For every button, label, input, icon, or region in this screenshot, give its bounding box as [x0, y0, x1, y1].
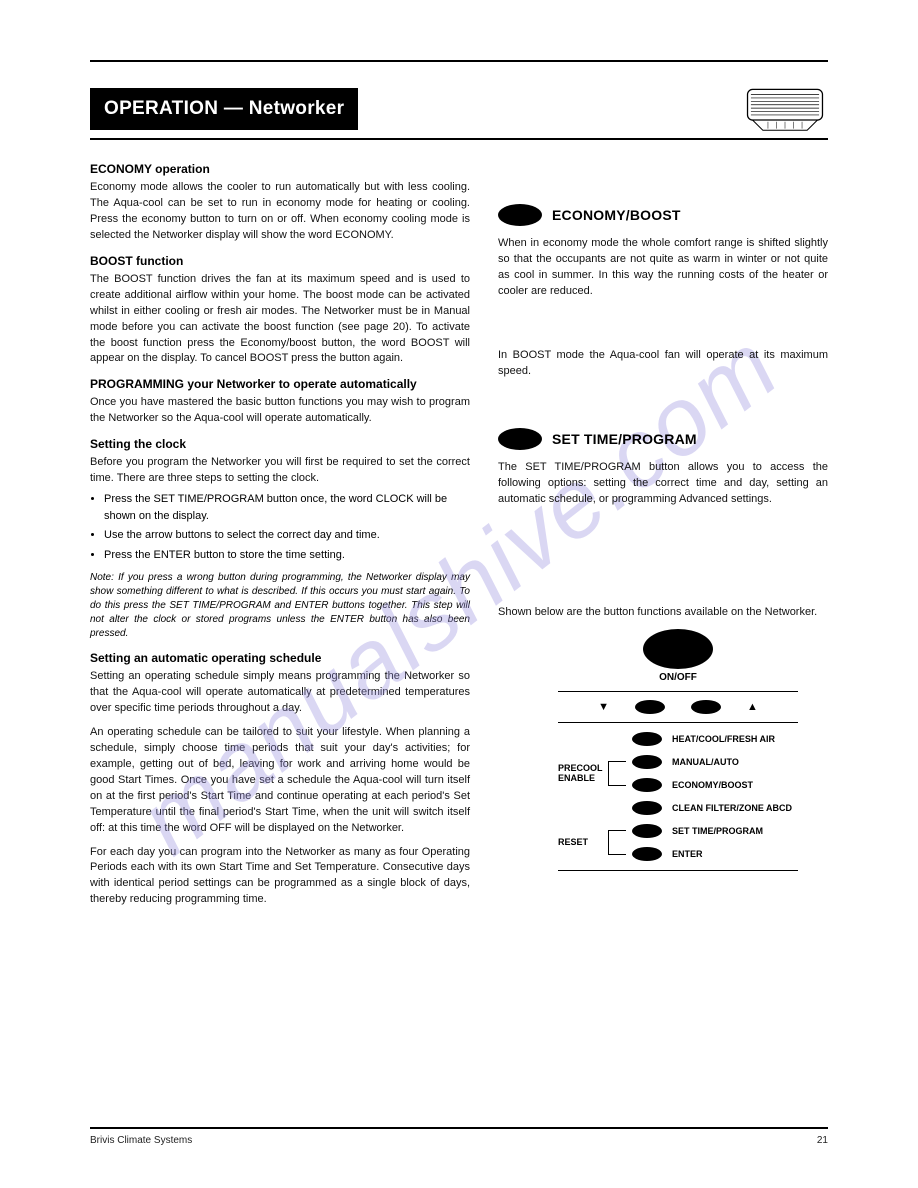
clock-step: Press the ENTER button to store the time… [104, 547, 470, 564]
settime-panel-button-icon [632, 824, 662, 838]
enter-label: ENTER [672, 849, 703, 859]
cooler-unit-icon [742, 86, 828, 132]
reset-bracket: RESET SET TIME/PROGRAM ENTER [558, 824, 798, 861]
settime-button-icon [498, 428, 542, 450]
para-sched-1: Setting an operating schedule simply mea… [90, 669, 470, 717]
para-boost: The BOOST function drives the fan at its… [90, 272, 470, 368]
panel-rule [558, 722, 798, 723]
bracket-line-icon [608, 830, 626, 855]
para-program: Once you have mastered the basic button … [90, 395, 470, 427]
heading-economy: ECONOMY operation [90, 162, 470, 176]
footer-brand: Brivis Climate Systems [90, 1135, 192, 1146]
page-number: 21 [817, 1135, 828, 1146]
economy-panel-label: ECONOMY/BOOST [672, 780, 753, 790]
note-clock: Note: If you press a wrong button during… [90, 571, 470, 641]
heading-boost: BOOST function [90, 254, 470, 268]
arrow-row: ▼ ▲ [558, 700, 798, 714]
para-economy: Economy mode allows the cooler to run au… [90, 180, 470, 244]
manual-label: MANUAL/AUTO [672, 757, 739, 767]
economy-boost-label: ECONOMY/BOOST [552, 207, 681, 223]
networker-panel-diagram: ON/OFF ▼ ▲ HEAT/COOL/FRESH AIR PRECOOL E… [558, 629, 798, 871]
right-column: ECONOMY/BOOST When in economy mode the w… [498, 152, 828, 916]
left-column: ECONOMY operation Economy mode allows th… [90, 152, 470, 916]
page: manualshive.com OPERATION — Networker [0, 0, 918, 1188]
section-title: OPERATION — Networker [90, 88, 358, 130]
rule-under-title [90, 138, 828, 140]
panel-row-enter: ENTER [558, 847, 798, 861]
reset-label: RESET [558, 838, 614, 848]
heat-label: HEAT/COOL/FRESH AIR [672, 734, 775, 744]
heading-clock: Setting the clock [90, 437, 470, 451]
footer-row: Brivis Climate Systems 21 [90, 1135, 828, 1146]
para-clock-intro: Before you program the Networker you wil… [90, 455, 470, 487]
content-columns: ECONOMY operation Economy mode allows th… [90, 152, 828, 916]
heading-schedule: Setting an automatic operating schedule [90, 651, 470, 665]
panel-row-heat: HEAT/COOL/FRESH AIR [558, 732, 798, 746]
arrow-button-left-icon [635, 700, 665, 714]
panel-rule [558, 691, 798, 692]
para-sched-2: An operating schedule can be tailored to… [90, 725, 470, 837]
economy-button-icon [632, 778, 662, 792]
manual-button-icon [632, 755, 662, 769]
onoff-label: ON/OFF [659, 672, 697, 683]
title-row: OPERATION — Networker [90, 86, 828, 132]
enter-button-icon [632, 847, 662, 861]
page-footer: Brivis Climate Systems 21 [90, 1127, 828, 1146]
arrow-button-right-icon [691, 700, 721, 714]
heading-program: PROGRAMMING your Networker to operate au… [90, 377, 470, 391]
clean-label: CLEAN FILTER/ZONE ABCD [672, 803, 792, 813]
down-arrow-icon: ▼ [598, 701, 609, 713]
up-arrow-icon: ▲ [747, 701, 758, 713]
clock-steps-list: Press the SET TIME/PROGRAM button once, … [104, 491, 470, 563]
clock-step: Press the SET TIME/PROGRAM button once, … [104, 491, 470, 524]
para-settime-right: The SET TIME/PROGRAM button allows you t… [498, 460, 828, 508]
settime-label: SET TIME/PROGRAM [552, 431, 697, 447]
para-panel-intro: Shown below are the button functions ava… [498, 605, 828, 621]
panel-row-settime: SET TIME/PROGRAM [558, 824, 798, 838]
settime-panel-label: SET TIME/PROGRAM [672, 826, 763, 836]
clean-button-icon [632, 801, 662, 815]
panel-rule [558, 870, 798, 871]
para-economy-right: When in economy mode the whole comfort r… [498, 236, 828, 300]
settime-button-row: SET TIME/PROGRAM [498, 428, 828, 450]
clock-step: Use the arrow buttons to select the corr… [104, 527, 470, 544]
precool-bracket: PRECOOL ENABLE MANUAL/AUTO ECONOMY/BOOST [558, 755, 798, 792]
economy-boost-button-row: ECONOMY/BOOST [498, 204, 828, 226]
para-sched-3: For each day you can program into the Ne… [90, 845, 470, 909]
panel-onoff: ON/OFF [558, 629, 798, 683]
rule-top [90, 60, 828, 62]
bracket-line-icon [608, 761, 626, 786]
panel-row-clean: CLEAN FILTER/ZONE ABCD [558, 801, 798, 815]
footer-rule [90, 1127, 828, 1129]
precool-enable-label: PRECOOL ENABLE [558, 764, 614, 784]
heat-button-icon [632, 732, 662, 746]
para-boost-right: In BOOST mode the Aqua-cool fan will ope… [498, 348, 828, 380]
onoff-button-icon [643, 629, 713, 669]
economy-boost-button-icon [498, 204, 542, 226]
